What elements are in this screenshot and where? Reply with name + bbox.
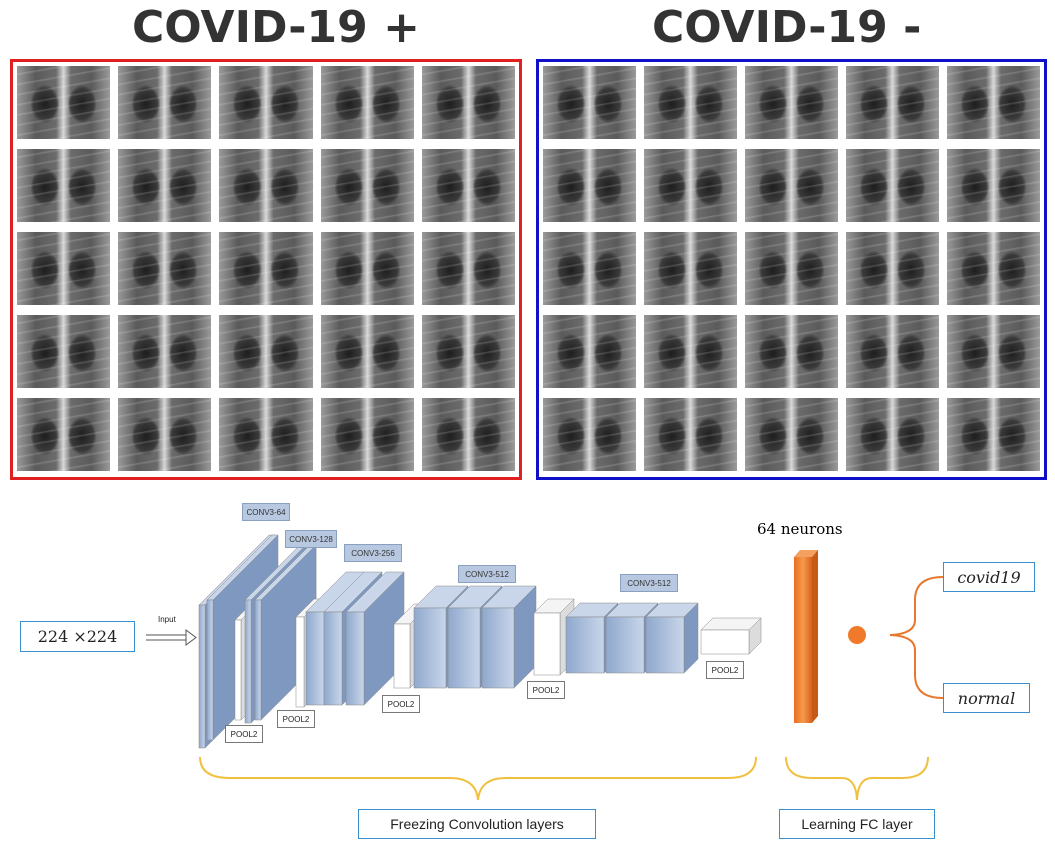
covid-positive-xray-thumbnail <box>320 315 414 388</box>
input-size-box: 224 ×224 <box>20 621 135 652</box>
covid-negative-xray-thumbnail <box>543 149 636 222</box>
covid-positive-xray-thumbnail <box>219 232 313 305</box>
covid-negative-xray-thumbnail <box>543 66 636 139</box>
covid-negative-xray-thumbnail <box>644 149 737 222</box>
covid-positive-xray-panel <box>10 59 522 480</box>
covid-negative-xray-thumbnail <box>947 232 1040 305</box>
conv3-64-label: CONV3-64 <box>242 503 290 521</box>
covid-negative-xray-thumbnail <box>947 149 1040 222</box>
covid-positive-xray-thumbnail <box>320 398 414 471</box>
covid-positive-xray-thumbnail <box>17 398 111 471</box>
covid-negative-xray-panel <box>536 59 1047 480</box>
conv3-128-label: CONV3-128 <box>285 530 337 548</box>
input-arrow-icon <box>146 629 197 646</box>
pool2-label-2: POOL2 <box>277 710 315 728</box>
covid-positive-xray-thumbnail <box>118 66 212 139</box>
covid-negative-xray-thumbnail <box>543 398 636 471</box>
output-node <box>848 626 866 644</box>
covid-positive-xray-thumbnail <box>421 315 516 388</box>
freeze-brace <box>199 756 757 801</box>
covid-negative-xray-thumbnail <box>644 66 737 139</box>
covid-positive-xray-thumbnail <box>421 66 516 139</box>
covid-positive-xray-thumbnail <box>17 149 111 222</box>
output-covid19-box: covid19 <box>943 562 1035 592</box>
covid-positive-title: COVID-19 + <box>132 2 420 53</box>
conv3-256-label: CONV3-256 <box>344 544 402 562</box>
covid-negative-xray-thumbnail <box>745 232 838 305</box>
covid-negative-title: COVID-19 - <box>652 2 922 53</box>
covid-positive-xray-thumbnail <box>118 398 212 471</box>
pool-slab <box>393 603 431 689</box>
covid-negative-xray-thumbnail <box>745 398 838 471</box>
covid-negative-xray-thumbnail <box>846 232 939 305</box>
output-brace <box>889 576 944 699</box>
learn-fc-layer-label: Learning FC layer <box>779 809 935 839</box>
pool-slab <box>295 598 323 708</box>
input-label: Input <box>158 615 176 624</box>
conv-slab <box>305 571 365 706</box>
covid-positive-xray-thumbnail <box>17 232 111 305</box>
conv-slab <box>206 534 279 741</box>
pool2-label-3: POOL2 <box>382 695 420 713</box>
conv-slab <box>323 571 383 706</box>
pool2-label-5: POOL2 <box>706 661 744 679</box>
covid-negative-xray-thumbnail <box>947 398 1040 471</box>
pool2-label-1: POOL2 <box>225 725 263 743</box>
conv-slab <box>645 602 699 674</box>
output-normal-box: normal <box>943 683 1030 713</box>
fc-neurons-label: 64 neurons <box>757 520 843 538</box>
covid-positive-xray-thumbnail <box>320 232 414 305</box>
covid-negative-xray-thumbnail <box>543 315 636 388</box>
covid-positive-xray-thumbnail <box>219 66 313 139</box>
covid-positive-xray-thumbnail <box>118 315 212 388</box>
conv-slab <box>413 585 469 689</box>
conv-slab <box>447 585 503 689</box>
conv-slab <box>244 534 317 724</box>
covid-negative-xray-thumbnail <box>745 315 838 388</box>
covid-positive-xray-thumbnail <box>421 149 516 222</box>
covid-positive-xray-thumbnail <box>219 398 313 471</box>
pool2-label-4: POOL2 <box>527 681 565 699</box>
covid-negative-xray-thumbnail <box>644 315 737 388</box>
pool-slab <box>234 574 287 721</box>
covid-positive-xray-thumbnail <box>118 232 212 305</box>
covid-positive-xray-thumbnail <box>219 149 313 222</box>
conv-slab <box>345 571 405 706</box>
pool-slab <box>700 617 762 655</box>
covid-positive-xray-thumbnail <box>320 66 414 139</box>
covid-negative-xray-thumbnail <box>644 232 737 305</box>
conv3-512-label-2: CONV3-512 <box>620 574 678 592</box>
fc-layer-bar <box>794 550 818 723</box>
conv-slab <box>481 585 537 689</box>
covid-negative-xray-thumbnail <box>745 149 838 222</box>
covid-positive-xray-thumbnail <box>118 149 212 222</box>
covid-negative-xray-thumbnail <box>846 315 939 388</box>
covid-positive-xray-thumbnail <box>17 66 111 139</box>
covid-positive-xray-thumbnail <box>421 232 516 305</box>
covid-negative-xray-thumbnail <box>846 398 939 471</box>
covid-negative-xray-thumbnail <box>644 398 737 471</box>
covid-positive-xray-thumbnail <box>421 398 516 471</box>
conv-slab <box>605 602 659 674</box>
covid-negative-xray-thumbnail <box>745 66 838 139</box>
conv-slab <box>565 602 619 674</box>
covid-negative-xray-thumbnail <box>947 315 1040 388</box>
pool-slab <box>533 598 575 676</box>
covid-negative-xray-thumbnail <box>846 66 939 139</box>
covid-positive-xray-thumbnail <box>320 149 414 222</box>
conv-slab <box>198 534 276 749</box>
covid-negative-xray-thumbnail <box>846 149 939 222</box>
covid-positive-xray-thumbnail <box>219 315 313 388</box>
conv3-512-label-1: CONV3-512 <box>458 565 516 583</box>
learn-brace <box>785 756 929 801</box>
freeze-layers-label: Freezing Convolution layers <box>358 809 596 839</box>
conv-slab <box>254 544 317 721</box>
covid-negative-xray-thumbnail <box>947 66 1040 139</box>
covid-positive-xray-thumbnail <box>17 315 111 388</box>
covid-negative-xray-thumbnail <box>543 232 636 305</box>
